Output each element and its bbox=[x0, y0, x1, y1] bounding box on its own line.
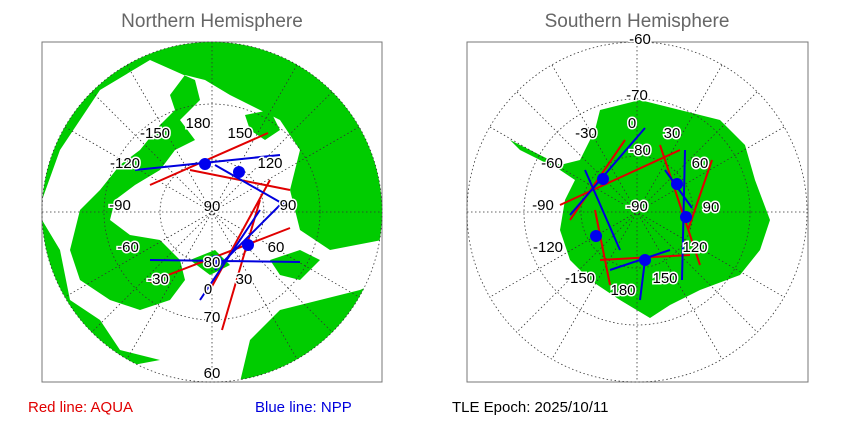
south-map bbox=[466, 41, 809, 383]
grid-label: 90 bbox=[280, 197, 297, 214]
grid-label: 150 bbox=[227, 125, 252, 142]
grid-label: 60 bbox=[204, 365, 221, 382]
panel-title: Northern Hemisphere bbox=[121, 11, 303, 32]
grid-label: 180 bbox=[185, 115, 210, 132]
legend-aqua: Red line: AQUA bbox=[28, 399, 133, 416]
graticule bbox=[466, 41, 808, 383]
graticule bbox=[41, 41, 383, 383]
grid-label: -60 bbox=[629, 31, 651, 48]
grid-label: 0 bbox=[628, 115, 636, 132]
grid-label: 120 bbox=[257, 155, 282, 172]
grid-label: 30 bbox=[664, 125, 681, 142]
grid-label: -120 bbox=[110, 155, 140, 172]
grid-label: 180 bbox=[610, 282, 635, 299]
grid-label: -150 bbox=[140, 125, 170, 142]
grid-label: -60 bbox=[117, 239, 139, 256]
grid-label: 90 bbox=[703, 199, 720, 216]
tracks bbox=[134, 132, 301, 331]
grid-label: 60 bbox=[692, 155, 709, 172]
grid-label: -30 bbox=[575, 125, 597, 142]
grid-label: -90 bbox=[109, 197, 131, 214]
grid-label: 90 bbox=[204, 198, 221, 215]
grid-label: -90 bbox=[532, 197, 554, 214]
grid-label: -90 bbox=[626, 198, 648, 215]
grid-label: 60 bbox=[268, 239, 285, 256]
grid-label: -70 bbox=[626, 87, 648, 104]
tracks bbox=[559, 127, 713, 301]
grid-label: 70 bbox=[204, 309, 221, 326]
tle-epoch: TLE Epoch: 2025/10/11 bbox=[452, 399, 609, 416]
grid-label: -30 bbox=[147, 271, 169, 288]
grid-label: -120 bbox=[533, 239, 563, 256]
grid-label: 150 bbox=[652, 270, 677, 287]
grid-label: -150 bbox=[565, 270, 595, 287]
grid-label: -80 bbox=[629, 142, 651, 159]
legend-npp: Blue line: NPP bbox=[255, 399, 352, 416]
labels[interactable]: Northern Hemisphere 180 150 -150 120 -120 -90 9… bbox=[28, 11, 729, 416]
grid-label: 30 bbox=[236, 271, 253, 288]
grid-label: 120 bbox=[682, 239, 707, 256]
grid-label: 0 bbox=[204, 281, 212, 298]
panel-title: Southern Hemisphere bbox=[545, 11, 730, 32]
grid-label: 80 bbox=[204, 254, 221, 271]
grid-label: -60 bbox=[541, 155, 563, 172]
